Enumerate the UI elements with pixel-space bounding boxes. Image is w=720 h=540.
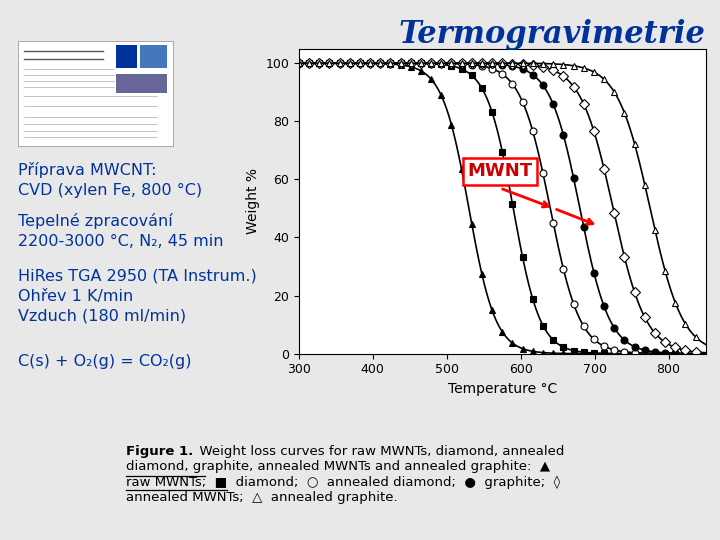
Text: Vzduch (180 ml/min): Vzduch (180 ml/min)	[18, 309, 186, 324]
Text: Termogravimetrie: Termogravimetrie	[399, 19, 706, 50]
Text: Figure 1.: Figure 1.	[126, 446, 193, 458]
Text: diamond, graphite, annealed MWNTs and annealed graphite:  ▲
raw MWNTs;  ■  diamo: diamond, graphite, annealed MWNTs and an…	[126, 460, 560, 504]
Text: Weight loss curves for raw MWNTs, diamond, annealed: Weight loss curves for raw MWNTs, diamon…	[191, 446, 564, 458]
Text: Tepelné zpracování: Tepelné zpracování	[18, 213, 173, 230]
Text: CVD (xylen Fe, 800 °C): CVD (xylen Fe, 800 °C)	[18, 183, 202, 198]
Text: MWNT: MWNT	[467, 163, 533, 180]
Text: Ohřev 1 K/min: Ohřev 1 K/min	[18, 289, 133, 304]
X-axis label: Temperature °C: Temperature °C	[448, 382, 557, 396]
FancyBboxPatch shape	[115, 74, 166, 93]
Y-axis label: Weight %: Weight %	[246, 168, 260, 234]
FancyBboxPatch shape	[115, 45, 138, 68]
Text: Příprava MWCNT:: Příprava MWCNT:	[18, 162, 156, 178]
FancyBboxPatch shape	[140, 45, 166, 68]
Text: HiRes TGA 2950 (TA Instrum.): HiRes TGA 2950 (TA Instrum.)	[18, 269, 257, 284]
Text: 2200-3000 °C, N₂, 45 min: 2200-3000 °C, N₂, 45 min	[18, 234, 223, 249]
Text: C(s) + O₂(g) = CO₂(g): C(s) + O₂(g) = CO₂(g)	[18, 354, 192, 369]
